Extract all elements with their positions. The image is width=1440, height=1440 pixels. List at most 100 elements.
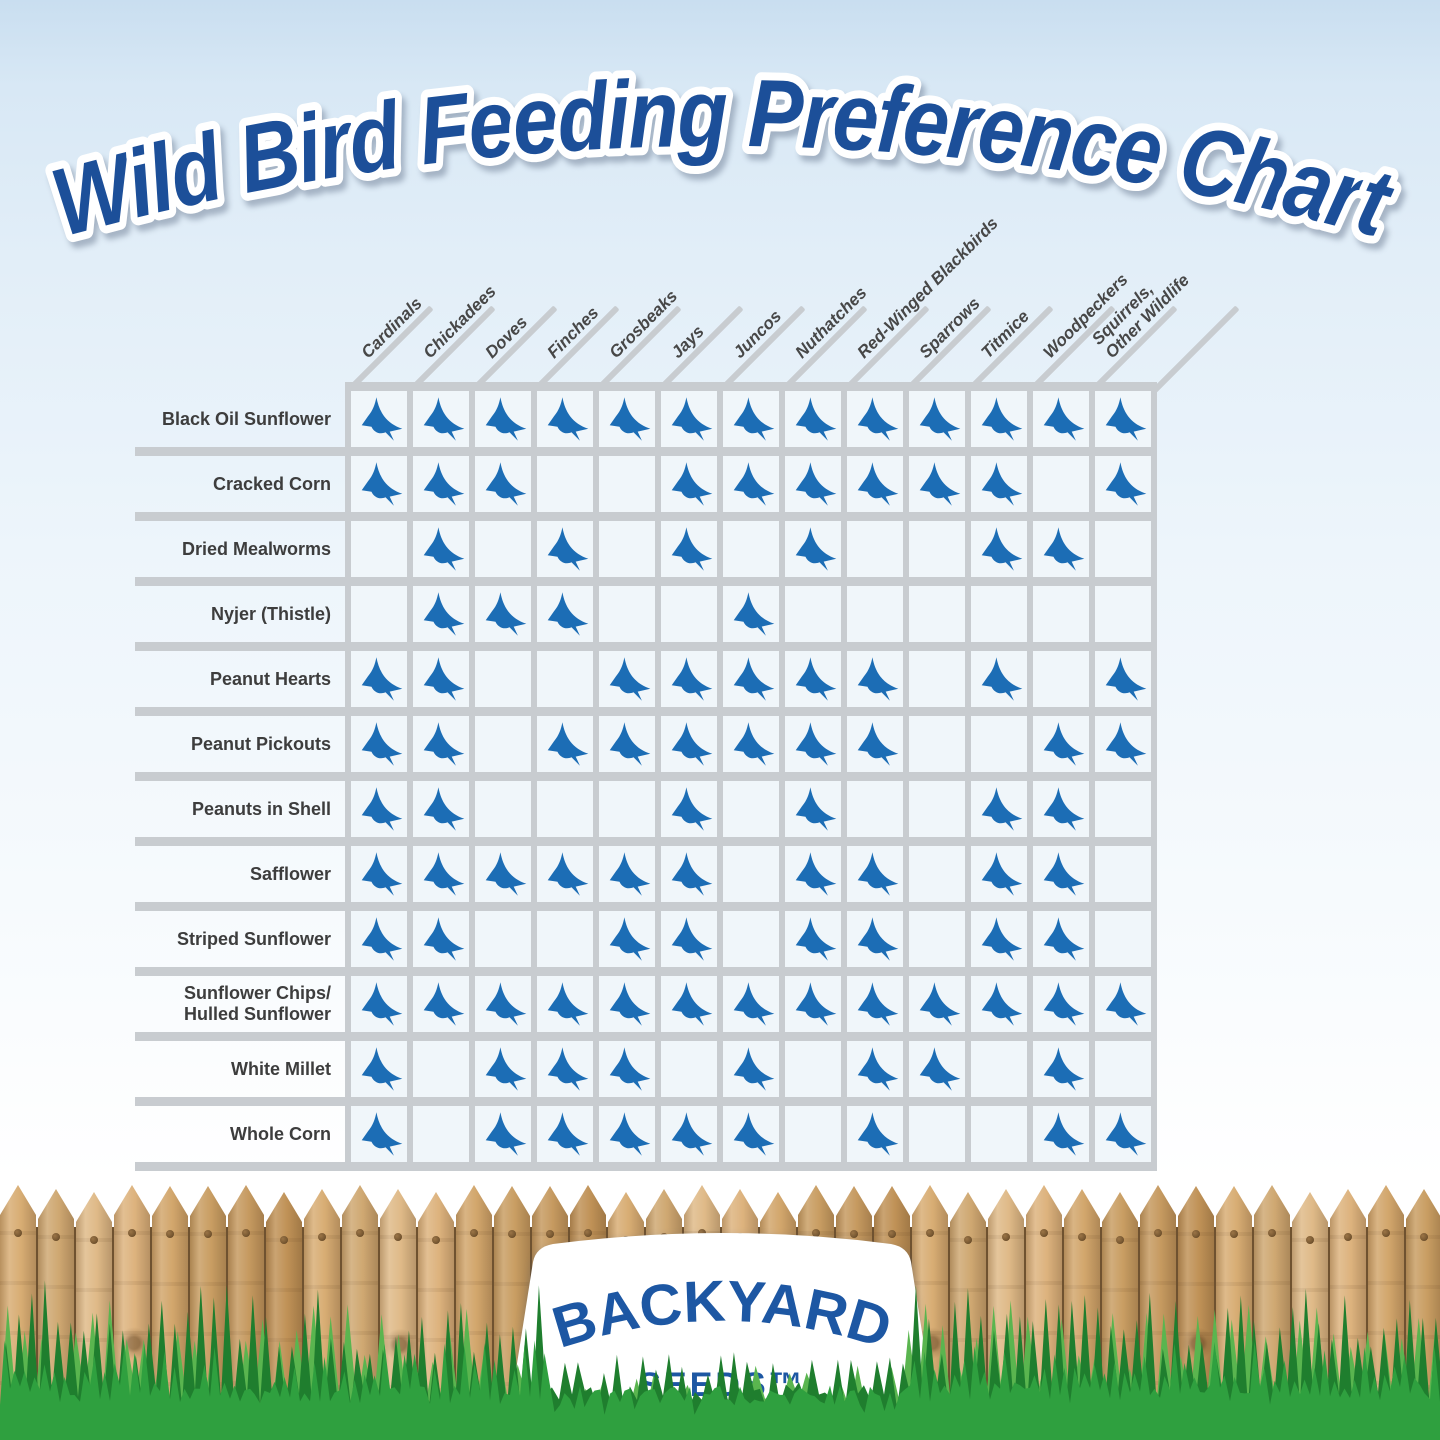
preference-cell — [841, 391, 903, 447]
bird-icon — [857, 396, 899, 442]
preference-cell — [965, 716, 1027, 772]
preference-cell — [717, 846, 779, 902]
preference-cell — [655, 586, 717, 642]
preference-cell — [717, 781, 779, 837]
nail — [698, 1229, 706, 1237]
preference-cell — [717, 1106, 779, 1162]
preference-cell — [1089, 976, 1157, 1032]
seed-row: Striped Sunflower — [135, 911, 1157, 976]
preference-cell — [531, 911, 593, 967]
bird-icon — [857, 1111, 899, 1157]
preference-cell — [779, 1041, 841, 1097]
preference-cell — [1027, 521, 1089, 577]
bird-icon — [795, 396, 837, 442]
bird-icon — [981, 396, 1023, 442]
preference-cell — [903, 846, 965, 902]
nail — [1230, 1230, 1238, 1238]
bird-icon — [671, 916, 713, 962]
bird-icon — [361, 656, 403, 702]
preference-cell — [531, 586, 593, 642]
preference-cell — [1089, 651, 1157, 707]
nail — [888, 1230, 896, 1238]
preference-cell — [655, 1041, 717, 1097]
bird-icon — [857, 1046, 899, 1092]
bird-icon — [919, 396, 961, 442]
preference-cell — [593, 976, 655, 1032]
preference-cell — [531, 1041, 593, 1097]
nail — [584, 1229, 592, 1237]
preference-cell — [717, 976, 779, 1032]
bird-icon — [423, 851, 465, 897]
title-banner: Wild Bird Feeding Preference Chart — [34, 52, 1415, 267]
preference-cell — [531, 456, 593, 512]
bird-icon — [423, 916, 465, 962]
preference-cell — [965, 976, 1027, 1032]
preference-cell — [593, 391, 655, 447]
bird-icon — [423, 591, 465, 637]
bird-icon — [361, 721, 403, 767]
bird-icon — [857, 656, 899, 702]
preference-cell — [593, 911, 655, 967]
nail — [546, 1230, 554, 1238]
preference-grid: Black Oil Sunflower Cracked Corn Dried Mea… — [135, 382, 1157, 1171]
seed-row: Peanut Hearts — [135, 651, 1157, 716]
seed-label-line: Dried Mealworms — [181, 538, 331, 559]
nail — [1268, 1229, 1276, 1237]
bird-icon — [733, 1046, 775, 1092]
bird-icon — [609, 916, 651, 962]
preference-cell — [469, 716, 531, 772]
bird-icon — [423, 396, 465, 442]
preference-cell — [841, 716, 903, 772]
nail — [1040, 1229, 1048, 1237]
nail — [318, 1233, 326, 1241]
bird-icon — [857, 851, 899, 897]
nail — [1344, 1233, 1352, 1241]
bird-icon — [1043, 526, 1085, 572]
bird-icon — [547, 591, 589, 637]
seed-row: White Millet — [135, 1041, 1157, 1106]
preference-cell — [655, 846, 717, 902]
preference-cell — [965, 846, 1027, 902]
preference-cell — [593, 521, 655, 577]
bird-icon — [485, 396, 527, 442]
seed-row: Peanuts in Shell — [135, 781, 1157, 846]
bird-icon — [671, 1111, 713, 1157]
preference-cell — [407, 521, 469, 577]
bird-icon — [733, 461, 775, 507]
seed-label-line: Peanuts in Shell — [191, 798, 331, 819]
page-title: Wild Bird Feeding Preference Chart — [34, 52, 1415, 267]
bird-icon — [609, 721, 651, 767]
nail — [14, 1229, 22, 1237]
bird-icon — [733, 591, 775, 637]
preference-cell — [965, 1106, 1027, 1162]
preference-cell — [655, 976, 717, 1032]
nail — [1154, 1229, 1162, 1237]
preference-cell — [593, 456, 655, 512]
grass — [0, 1280, 1440, 1440]
bird-icon — [981, 786, 1023, 832]
seed-row: Cracked Corn — [135, 456, 1157, 521]
preference-cell — [1089, 911, 1157, 967]
bird-icon — [1043, 786, 1085, 832]
bird-icon — [1043, 721, 1085, 767]
bird-icon — [733, 396, 775, 442]
preference-cell — [345, 1041, 407, 1097]
bird-icon — [857, 461, 899, 507]
seed-label-line: Peanut Pickouts — [190, 733, 331, 754]
seed-label-line: Safflower — [249, 863, 331, 884]
preference-cell — [593, 586, 655, 642]
bird-icon — [1105, 721, 1147, 767]
preference-cell — [1027, 781, 1089, 837]
preference-cell — [469, 781, 531, 837]
preference-cell — [531, 846, 593, 902]
nail — [508, 1230, 516, 1238]
preference-cell — [407, 651, 469, 707]
preference-cell — [717, 586, 779, 642]
nail — [1420, 1233, 1428, 1241]
preference-cell — [903, 716, 965, 772]
preference-cell — [345, 521, 407, 577]
bird-icon — [361, 1046, 403, 1092]
preference-cell — [407, 716, 469, 772]
preference-cell — [655, 651, 717, 707]
preference-cell — [1027, 586, 1089, 642]
